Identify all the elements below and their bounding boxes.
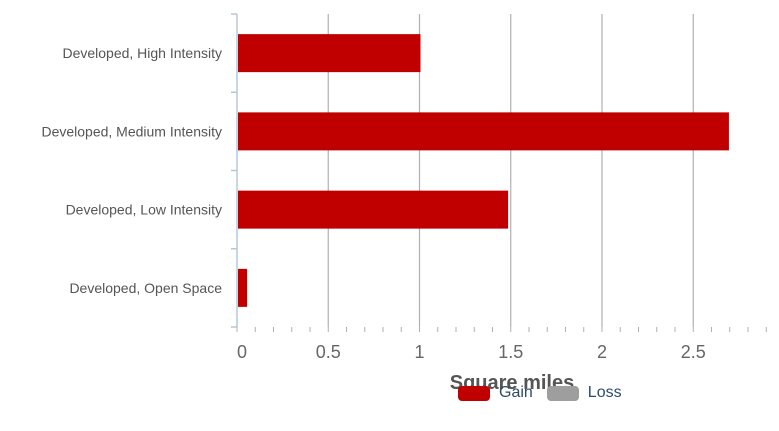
legend-item-gain[interactable]: Gain bbox=[458, 384, 533, 402]
x-tick-label: 1.5 bbox=[498, 342, 523, 362]
legend-label-gain: Gain bbox=[499, 384, 533, 401]
x-tick-label: 1 bbox=[414, 342, 424, 362]
x-tick-label: 0 bbox=[237, 342, 247, 362]
category-label: Developed, Low Intensity bbox=[66, 202, 222, 218]
bar-gain bbox=[238, 190, 509, 229]
bar-gain bbox=[238, 112, 729, 151]
x-tick-label: 2.5 bbox=[681, 342, 706, 362]
bars bbox=[238, 34, 729, 307]
category-label: Developed, High Intensity bbox=[62, 45, 222, 61]
x-tick-label: 2 bbox=[597, 342, 607, 362]
category-labels: Developed, High Intensity Developed, Medi… bbox=[41, 45, 222, 296]
bar-gain bbox=[238, 34, 421, 73]
category-label: Developed, Open Space bbox=[69, 280, 222, 296]
legend-swatch-loss bbox=[546, 385, 579, 401]
y-axis bbox=[231, 13, 767, 332]
legend-swatch-gain bbox=[458, 385, 490, 401]
x-tick-label: 0.5 bbox=[316, 342, 341, 362]
legend: Gain Loss bbox=[458, 384, 636, 402]
bar-gain bbox=[238, 268, 248, 307]
legend-item-loss[interactable]: Loss bbox=[546, 384, 622, 402]
x-tick-labels: 00.511.522.53 bbox=[237, 342, 706, 362]
category-label: Developed, Medium Intensity bbox=[41, 123, 222, 139]
legend-label-loss: Loss bbox=[587, 384, 622, 401]
